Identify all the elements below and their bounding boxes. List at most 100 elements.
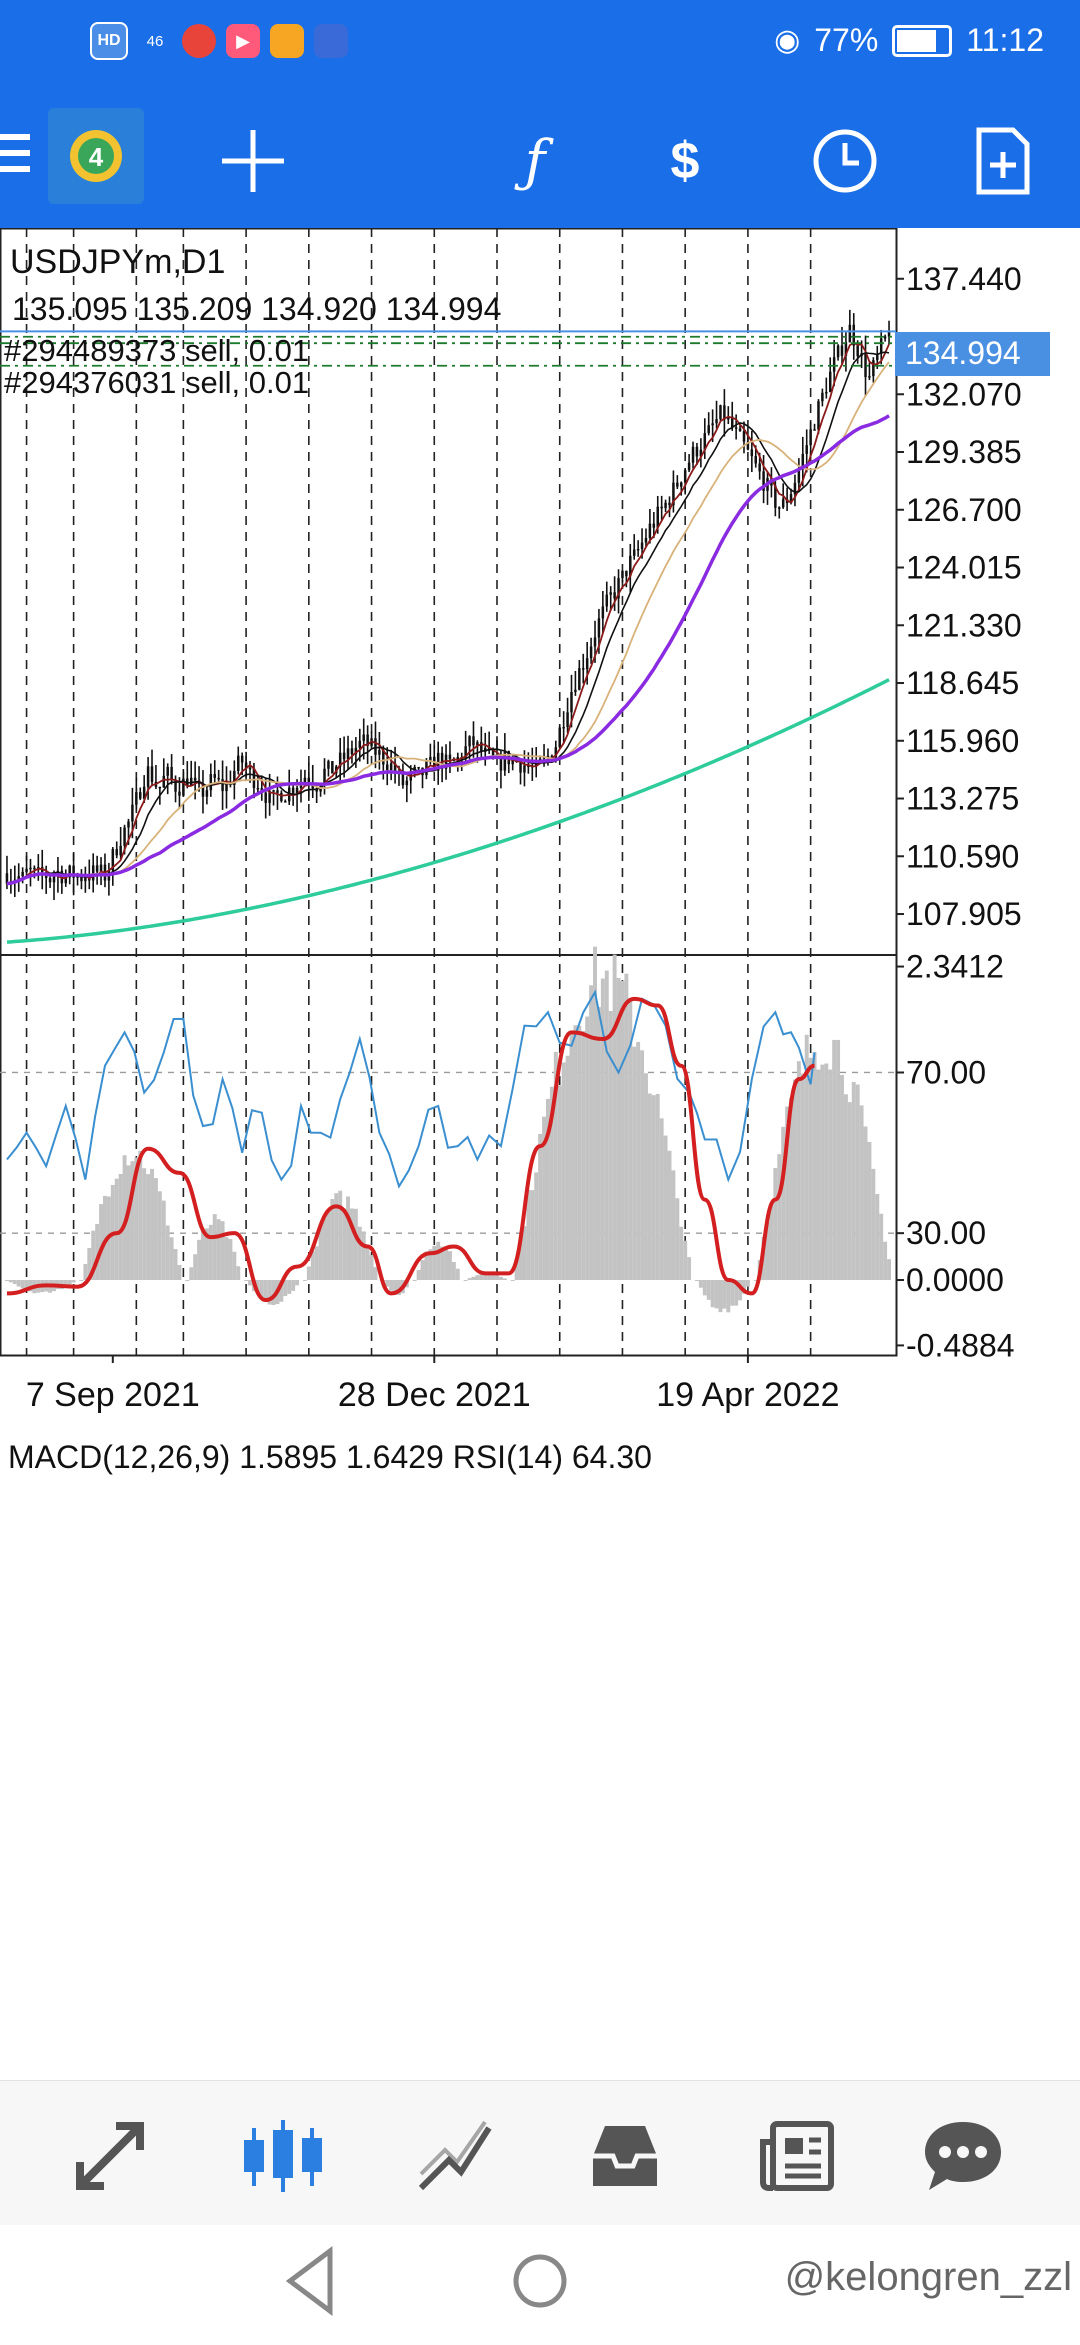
chart-icon[interactable] — [238, 2111, 328, 2201]
candle-body — [178, 791, 181, 796]
candle-body — [578, 668, 581, 690]
macd-histogram-bar — [451, 1262, 456, 1281]
candle-body — [676, 482, 679, 487]
candle-body — [237, 755, 240, 771]
order-label[interactable]: #294376031 sell, 0.01 — [4, 365, 309, 400]
candle-body — [342, 752, 346, 760]
trade-icon[interactable] — [410, 2111, 500, 2201]
candle-body — [119, 845, 122, 856]
candle-body — [809, 429, 812, 446]
new-order-icon[interactable] — [968, 126, 1038, 196]
macd-histogram-bar — [424, 1251, 429, 1281]
long-moving-average-line — [6, 678, 890, 944]
macd-histogram-bar — [95, 1223, 100, 1281]
macd-histogram-bar — [647, 1093, 652, 1281]
clock-icon[interactable] — [810, 126, 880, 196]
trade-icon[interactable]: $ — [670, 132, 700, 190]
metatrader-icon[interactable]: 4 — [48, 108, 144, 204]
order-label[interactable]: #294489373 sell, 0.01 — [4, 333, 309, 368]
candle-body — [876, 353, 879, 361]
candle-body — [511, 758, 514, 765]
function-icon[interactable]: ƒ — [524, 128, 546, 194]
macd-histogram-bar — [847, 1102, 852, 1281]
candle-body — [393, 763, 397, 773]
candle-body — [272, 790, 275, 792]
candle-body — [879, 338, 883, 354]
candle-body — [844, 342, 848, 356]
candle-body — [609, 592, 612, 595]
macd-histogram-bar — [153, 1178, 158, 1281]
macd-histogram-bar — [561, 1062, 566, 1281]
status-bar-right: ◉ 77% 11:12 — [774, 22, 1044, 59]
candle-body — [401, 770, 405, 786]
macd-histogram-bar — [138, 1150, 143, 1281]
macd-histogram-bar — [5, 1280, 9, 1282]
macd-histogram-bar — [126, 1165, 131, 1281]
candle-body — [225, 782, 228, 792]
macd-histogram-bar — [353, 1208, 358, 1281]
candle-body — [585, 658, 589, 670]
home-icon[interactable] — [513, 2254, 567, 2308]
macd-histogram-bar — [279, 1280, 284, 1302]
candle-body — [303, 777, 307, 783]
macd-histogram-bar — [440, 1246, 445, 1281]
candle-body — [64, 877, 68, 884]
messages-icon[interactable] — [918, 2111, 1008, 2201]
macd-histogram-bar — [389, 1280, 394, 1291]
indicator-tick-label: 2.3412 — [906, 949, 1004, 985]
candle-body — [29, 867, 32, 870]
macd-histogram-bar — [781, 1126, 786, 1281]
candle-body — [703, 433, 707, 450]
macd-histogram-bar — [624, 973, 629, 1281]
candle-body — [605, 594, 609, 607]
candle-body — [276, 790, 279, 793]
candle-body — [727, 416, 730, 420]
chart-frame — [0, 227, 898, 1357]
macd-histogram-bar — [334, 1193, 339, 1281]
macd-histogram-bar — [538, 1133, 543, 1281]
moving-average-line — [6, 361, 890, 885]
news-icon[interactable] — [752, 2111, 842, 2201]
macd-histogram-bar — [651, 1095, 656, 1281]
macd-histogram-bar — [816, 1069, 821, 1281]
macd-histogram-bar — [287, 1280, 292, 1294]
candle-body — [80, 875, 83, 882]
macd-histogram-bar — [522, 1226, 527, 1281]
back-icon[interactable] — [285, 2246, 333, 2316]
macd-histogram-bar — [640, 1050, 645, 1281]
candle-body — [440, 752, 444, 769]
candle-body — [668, 502, 671, 506]
candle-body — [640, 542, 644, 549]
candle-body — [593, 637, 597, 647]
macd-histogram-bar — [887, 1259, 891, 1281]
macd-histogram-bar — [428, 1249, 433, 1281]
candle-body — [346, 748, 350, 760]
crosshair-icon[interactable] — [218, 126, 288, 196]
macd-histogram-bar — [785, 1106, 790, 1281]
candle-body — [503, 751, 507, 771]
candle-body — [821, 392, 824, 402]
quotes-icon[interactable] — [65, 2111, 155, 2201]
candle-body — [252, 768, 256, 788]
history-icon[interactable] — [580, 2111, 670, 2201]
menu-icon[interactable] — [0, 134, 30, 182]
candle-body — [664, 502, 667, 509]
candle-body — [644, 537, 648, 543]
chart-svg[interactable]: 137.440 132.070 129.385 126.700 124.015 121.3… — [0, 227, 1080, 2078]
candle-body — [233, 770, 236, 785]
candle-body — [817, 401, 820, 430]
macd-histogram-bar — [800, 1073, 805, 1281]
macd-histogram-bar — [236, 1266, 241, 1281]
candle-body — [558, 727, 561, 748]
macd-histogram-bar — [157, 1191, 162, 1281]
candle-body — [746, 441, 750, 450]
macd-histogram-bar — [216, 1219, 221, 1281]
macd-histogram-bar — [608, 1010, 613, 1281]
moving-average-line — [6, 341, 890, 885]
macd-histogram-bar — [589, 985, 594, 1281]
candle-body — [358, 740, 362, 748]
candle-body — [217, 777, 220, 780]
macd-histogram-bar — [346, 1196, 350, 1281]
chart-area[interactable]: 137.440 132.070 129.385 126.700 124.015 121.3… — [0, 227, 1080, 2078]
macd-histogram-bar — [628, 1000, 633, 1281]
